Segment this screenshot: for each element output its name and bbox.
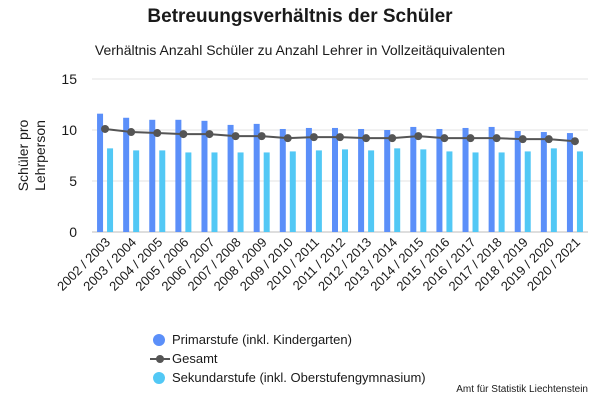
legend-marker-sekundarstufe: [150, 371, 170, 385]
bar-primarstufe: [175, 119, 182, 232]
bar-primarstufe: [227, 124, 234, 232]
point-gesamt: [101, 124, 110, 133]
point-gesamt: [336, 133, 344, 142]
bar-sekundarstufe: [498, 152, 505, 232]
legend-label-gesamt: Gesamt: [172, 351, 218, 366]
y-axis-label: Schüler proLehrperson: [15, 119, 48, 191]
legend-label-sekundarstufe: Sekundarstufe (inkl. Oberstufengymnasium…: [172, 370, 426, 385]
bar-sekundarstufe: [420, 149, 427, 232]
bar-primarstufe: [540, 132, 547, 232]
chart-subtitle: Verhältnis Anzahl Schüler zu Anzahl Lehr…: [94, 42, 506, 58]
bar-primarstufe: [488, 126, 495, 232]
point-gesamt: [179, 130, 188, 139]
bar-primarstufe: [436, 128, 443, 232]
legend-marker-gesamt: [150, 352, 170, 366]
bar-sekundarstufe: [368, 150, 375, 232]
point-gesamt: [205, 130, 214, 139]
bar-primarstufe: [279, 128, 286, 232]
bar-sekundarstufe: [289, 151, 296, 232]
point-gesamt: [544, 135, 553, 144]
bar-primarstufe: [253, 123, 260, 232]
bar-primarstufe: [201, 120, 208, 232]
legend-label-primarstufe: Primarstufe (inkl. Kindergarten): [172, 332, 352, 347]
y-axis-label-line: Lehrperson: [32, 120, 48, 191]
bar-primarstufe: [97, 113, 104, 232]
bar-primarstufe: [305, 127, 312, 232]
bar-primarstufe: [358, 128, 365, 232]
source-credit: Amt für Statistik Liechtenstein: [456, 384, 588, 395]
bar-primarstufe: [462, 127, 469, 232]
legend-marker-primarstufe: [150, 333, 170, 347]
bar-sekundarstufe: [315, 150, 322, 232]
legend-item-gesamt[interactable]: Gesamt: [150, 349, 426, 368]
bar-primarstufe: [514, 131, 521, 232]
bar-sekundarstufe: [472, 152, 479, 232]
legend-item-sekundarstufe[interactable]: Sekundarstufe (inkl. Oberstufengymnasium…: [150, 368, 426, 387]
y-tick-label: 0: [69, 224, 77, 240]
point-gesamt: [127, 128, 136, 137]
bar-primarstufe: [123, 117, 130, 232]
point-gesamt: [414, 132, 423, 141]
bar-primarstufe: [410, 126, 417, 232]
point-gesamt: [362, 134, 371, 143]
bar-sekundarstufe: [211, 152, 218, 232]
bar-sekundarstufe: [394, 148, 401, 232]
legend-item-primarstufe[interactable]: Primarstufe (inkl. Kindergarten): [150, 330, 426, 349]
point-gesamt: [440, 134, 449, 143]
chart-title: Betreuungsverhältnis der Schüler: [147, 6, 453, 27]
point-gesamt: [283, 134, 292, 143]
point-gesamt: [257, 132, 266, 141]
y-tick-label: 5: [69, 173, 77, 189]
bar-sekundarstufe: [342, 149, 348, 232]
bar-sekundarstufe: [159, 150, 166, 232]
bar-sekundarstufe: [550, 148, 557, 232]
bar-primarstufe: [332, 127, 338, 232]
bar-sekundarstufe: [263, 152, 270, 232]
bar-sekundarstufe: [133, 150, 140, 232]
point-gesamt: [466, 134, 475, 143]
point-gesamt: [231, 132, 240, 141]
point-gesamt: [388, 134, 397, 143]
point-gesamt: [570, 137, 579, 146]
chart-legend: Primarstufe (inkl. Kindergarten) Gesamt …: [150, 330, 426, 387]
point-gesamt: [518, 135, 527, 144]
bar-primarstufe: [566, 133, 573, 232]
bar-sekundarstufe: [524, 151, 531, 232]
bar-sekundarstufe: [237, 152, 244, 232]
y-tick-label: 15: [61, 71, 77, 87]
bar-sekundarstufe: [107, 148, 114, 232]
y-axis-label-line: Schüler pro: [15, 119, 31, 191]
bar-sekundarstufe: [185, 152, 192, 232]
point-gesamt: [153, 129, 162, 138]
point-gesamt: [492, 134, 501, 143]
bar-sekundarstufe: [446, 151, 453, 232]
point-gesamt: [309, 133, 318, 142]
bar-primarstufe: [384, 130, 391, 232]
bar-sekundarstufe: [576, 151, 583, 232]
y-tick-label: 10: [61, 122, 77, 138]
bar-primarstufe: [149, 119, 156, 232]
